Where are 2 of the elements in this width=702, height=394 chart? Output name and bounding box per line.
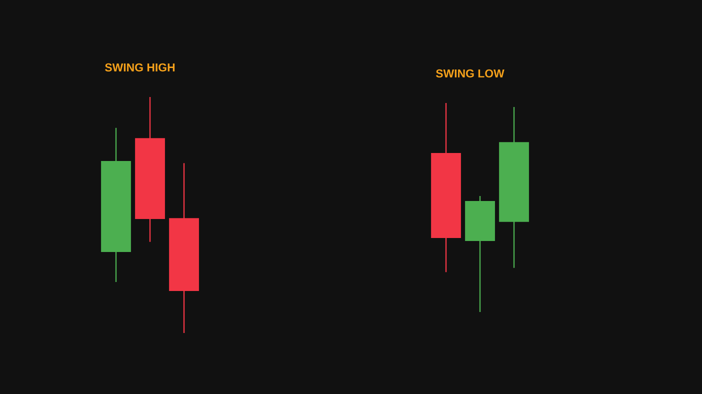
chart-title: SWING LOW — [436, 69, 504, 78]
chart-title: SWING HIGH — [105, 63, 175, 72]
